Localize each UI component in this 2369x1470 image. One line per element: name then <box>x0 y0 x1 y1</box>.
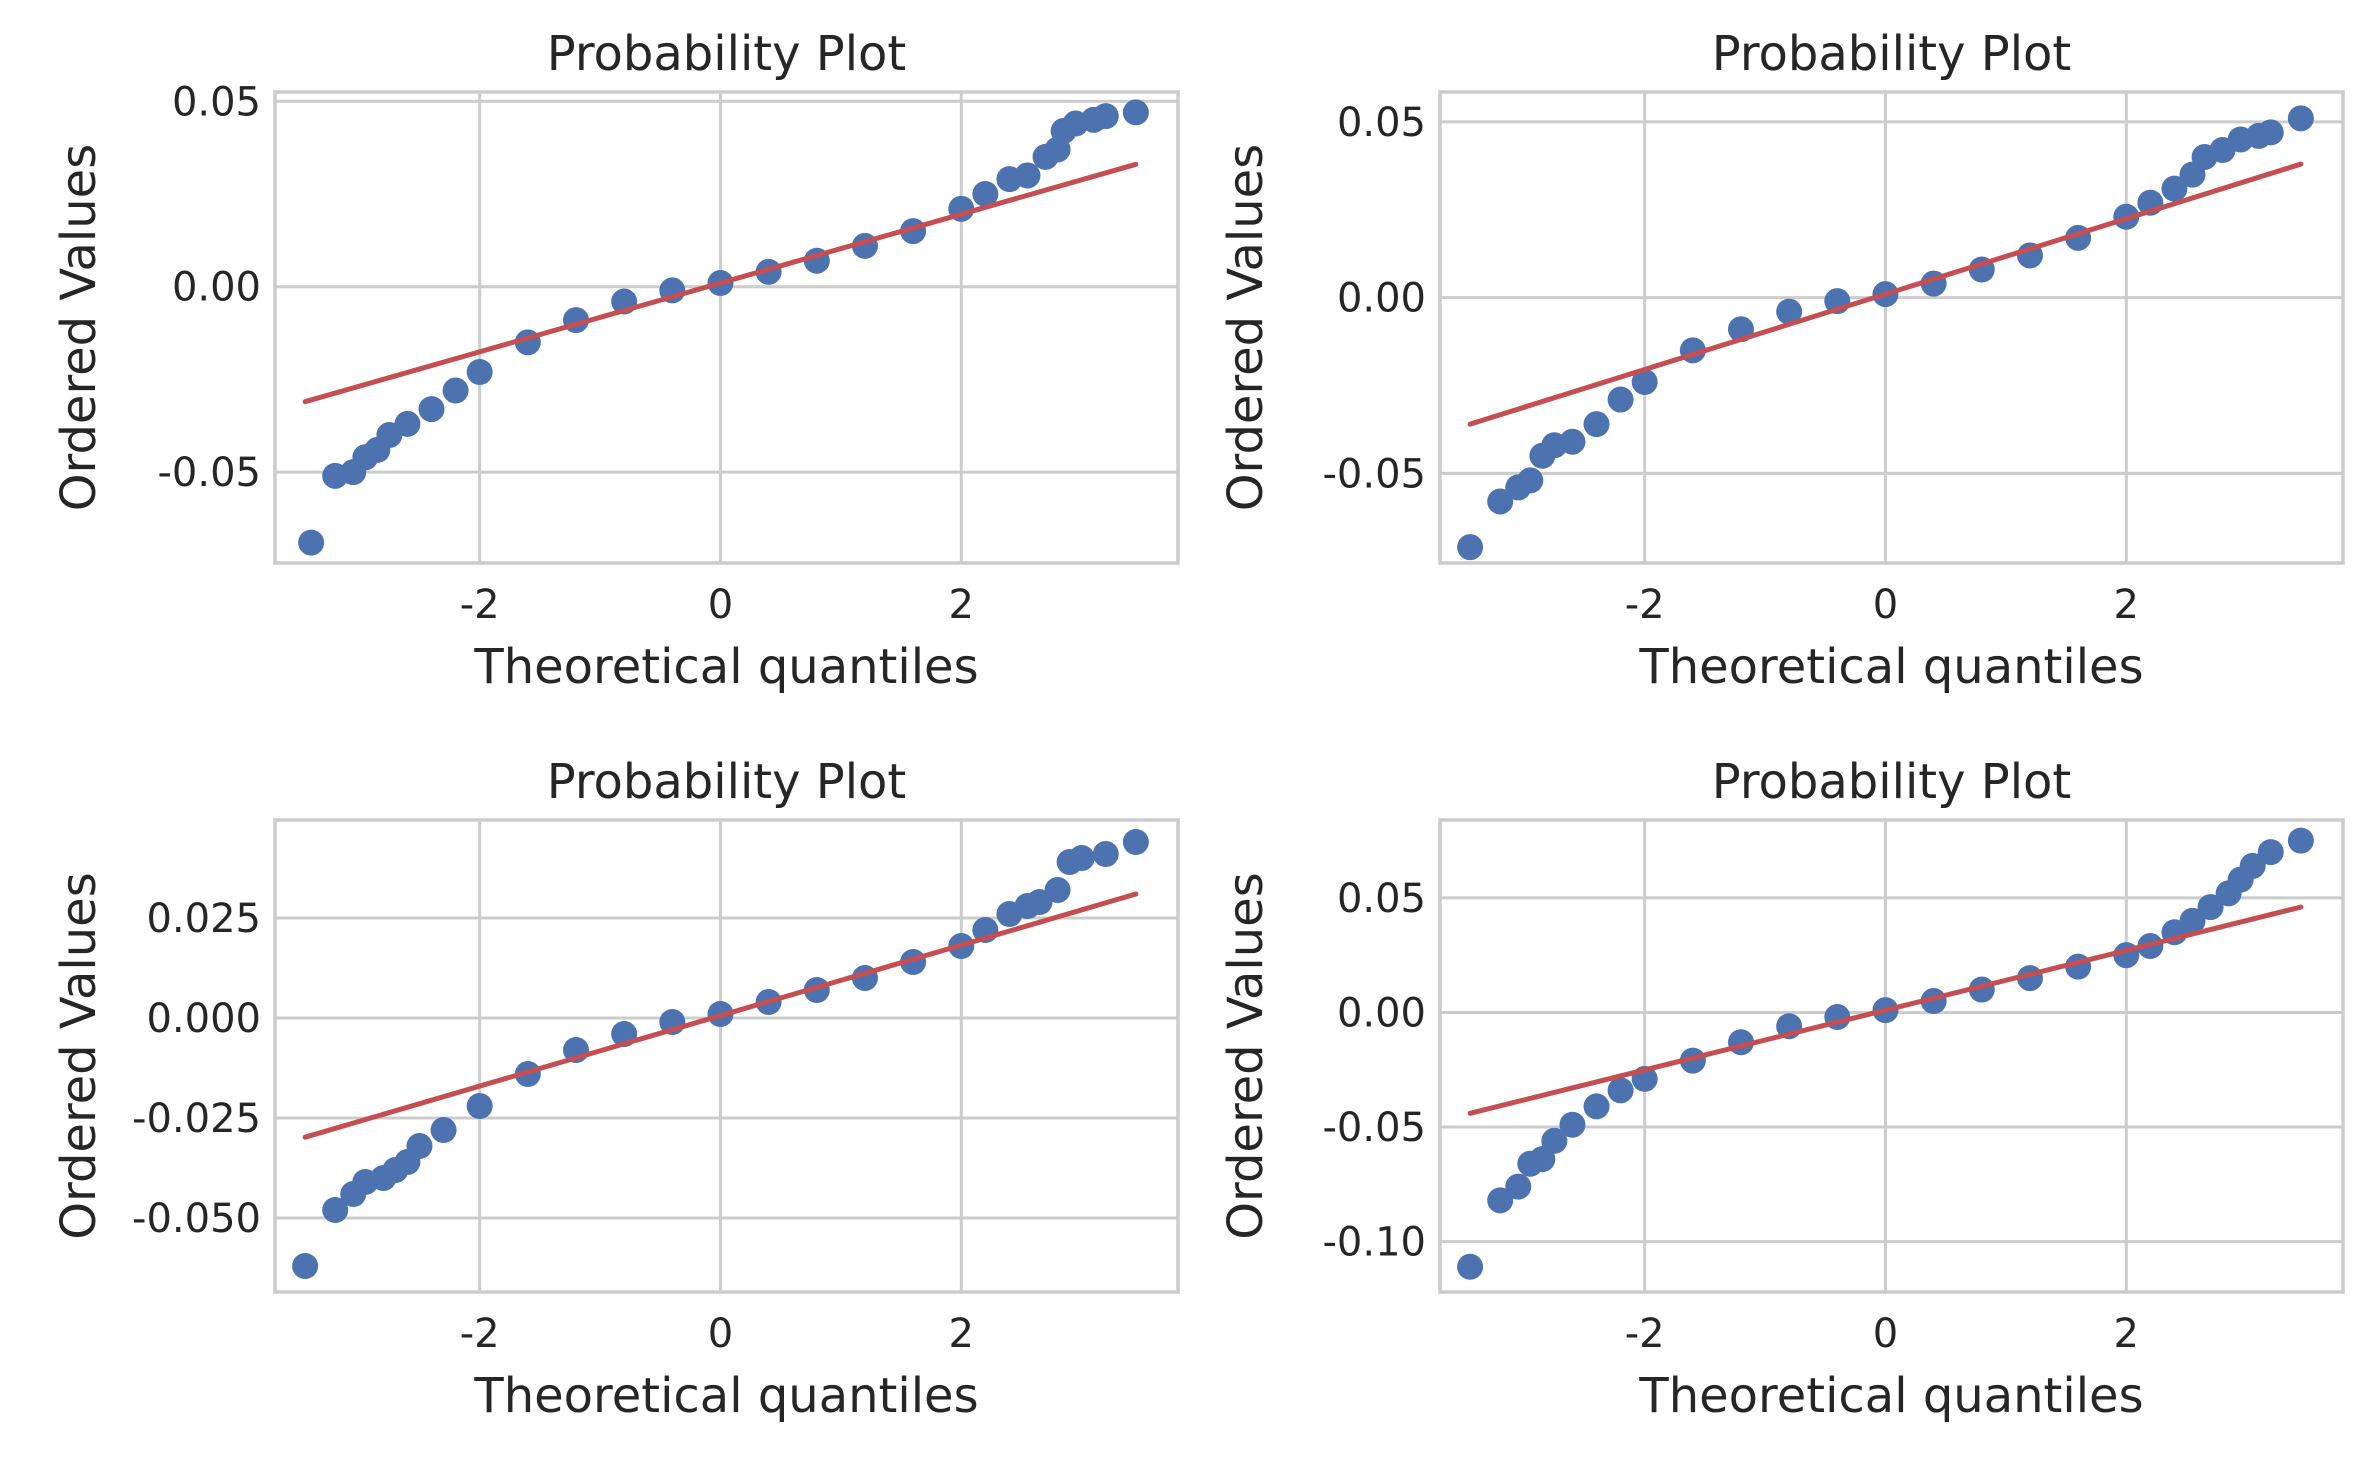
chart-title: Probability Plot <box>547 26 906 82</box>
y-axis-label: Ordered Values <box>51 872 107 1239</box>
data-point <box>1559 1111 1586 1138</box>
y-tick-label: 0.05 <box>1337 876 1426 922</box>
data-point <box>2197 894 2224 921</box>
data-point <box>1607 386 1634 413</box>
chart-title: Probability Plot <box>1712 754 2071 810</box>
data-point <box>1583 1093 1610 1120</box>
y-tick-label: -0.10 <box>1323 1220 1427 1266</box>
plot-frame <box>1438 90 2345 565</box>
data-point <box>1529 1146 1556 1173</box>
y-tick-label: -0.05 <box>1323 451 1427 497</box>
y-axis-label: Ordered Values <box>1218 144 1274 511</box>
x-tick-label: -2 <box>460 582 500 628</box>
data-point <box>1092 103 1119 130</box>
data-point <box>466 359 493 386</box>
fit-line <box>1467 904 2304 1116</box>
y-tick-label: 0.00 <box>1337 276 1426 322</box>
data-point <box>1068 845 1095 871</box>
data-point <box>1776 298 1803 325</box>
data-point <box>1583 411 1610 438</box>
x-tick-label: -2 <box>460 1311 500 1357</box>
y-tick-label: -0.05 <box>1323 1105 1427 1151</box>
x-tick-label: 2 <box>949 1311 974 1357</box>
y-axis-label: Ordered Values <box>51 144 107 511</box>
y-tick-label: -0.025 <box>132 1096 261 1142</box>
x-axis-label: Theoretical quantiles <box>473 639 978 695</box>
data-point <box>1559 428 1586 455</box>
plot-frame <box>273 818 1180 1294</box>
data-point <box>1487 1187 1514 1214</box>
subplot-2: -2 0 2 -0.05 0.00 0.05 Probability Plot Theoret… <box>1218 26 2345 695</box>
x-axis-label: Theoretical quantiles <box>1638 1368 2143 1424</box>
y-tick-label: 0.00 <box>1337 990 1426 1036</box>
data-point <box>1505 1173 1532 1200</box>
subplot-3: -2 0 2 -0.050 -0.025 0.000 0.025 Probability Pl… <box>51 754 1180 1424</box>
data-point <box>298 529 325 556</box>
x-tick-label: 0 <box>708 582 733 628</box>
x-tick-label: -2 <box>1625 582 1665 628</box>
x-tick-label: 2 <box>949 582 974 628</box>
x-axis-label: Theoretical quantiles <box>473 1368 978 1424</box>
data-point <box>2239 852 2266 879</box>
data-point <box>1092 841 1119 867</box>
chart-title: Probability Plot <box>1712 26 2071 82</box>
data-point <box>1044 877 1071 903</box>
data-point <box>292 1253 319 1279</box>
data-point <box>972 180 999 207</box>
data-point <box>2257 839 2284 866</box>
data-point <box>430 1117 457 1143</box>
data-point <box>1457 1253 1484 1280</box>
data-point <box>406 1133 433 1159</box>
y-tick-label: 0.025 <box>146 896 261 942</box>
data-point <box>1541 1127 1568 1154</box>
data-point <box>1487 488 1514 515</box>
subplot-1: -2 0 2 -0.05 0.00 0.05 Probability Plot Theoret… <box>51 26 1180 695</box>
y-tick-label: 0.05 <box>1337 100 1426 146</box>
x-tick-label: 2 <box>2114 1311 2139 1357</box>
y-tick-label: 0.05 <box>172 79 261 125</box>
data-point <box>1457 534 1484 561</box>
data-point <box>418 396 445 423</box>
data-point <box>1631 368 1658 395</box>
data-point <box>1014 162 1041 189</box>
data-point <box>2257 119 2284 146</box>
data-point <box>1122 829 1149 855</box>
fit-line <box>1467 161 2304 427</box>
data-point <box>2287 105 2314 132</box>
data-point <box>442 377 469 404</box>
data-point <box>322 1197 349 1223</box>
x-tick-label: 2 <box>2114 582 2139 628</box>
data-point <box>2161 175 2188 202</box>
plot-frame <box>1438 818 2345 1294</box>
data-point <box>1607 1077 1634 1104</box>
y-tick-label: -0.050 <box>132 1196 261 1242</box>
data-point <box>1517 467 1544 494</box>
y-axis-label: Ordered Values <box>1218 872 1274 1239</box>
x-tick-label: 0 <box>708 1311 733 1357</box>
fit-line <box>302 161 1139 405</box>
data-point <box>1122 99 1149 126</box>
y-tick-label: 0.000 <box>146 996 261 1042</box>
subplot-4: -2 0 2 -0.10 -0.05 0.00 0.05 Probability Plot Th… <box>1218 754 2345 1424</box>
chart-title: Probability Plot <box>547 754 906 810</box>
fit-line <box>302 891 1139 1140</box>
x-tick-label: 0 <box>1873 1311 1898 1357</box>
y-tick-label: 0.00 <box>172 265 261 311</box>
x-axis-label: Theoretical quantiles <box>1638 639 2143 695</box>
data-point <box>394 410 421 437</box>
plot-frame <box>273 90 1180 565</box>
data-point <box>466 1093 493 1119</box>
x-tick-label: -2 <box>1625 1311 1665 1357</box>
data-point <box>2179 907 2206 934</box>
y-tick-label: -0.05 <box>158 450 262 496</box>
x-tick-label: 0 <box>1873 582 1898 628</box>
data-point <box>2287 827 2314 854</box>
